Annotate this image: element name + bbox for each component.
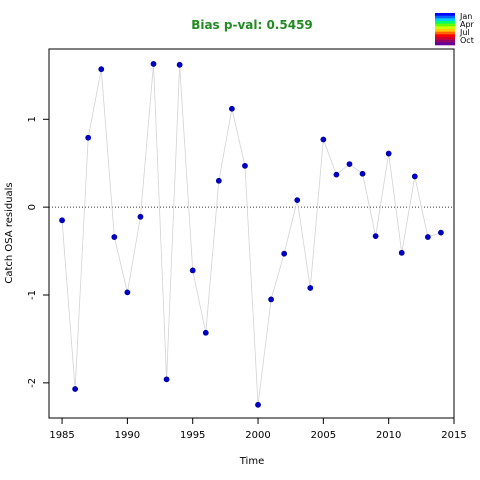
x-tick-label: 1995 (180, 430, 205, 441)
data-point (424, 234, 431, 240)
connector-segment (179, 64, 194, 271)
data-point (268, 296, 274, 303)
x-tick-label: 2005 (311, 430, 336, 441)
data-point (189, 267, 196, 274)
connector-lines (61, 63, 442, 405)
data-point (59, 217, 65, 224)
connector-segment (375, 153, 390, 237)
x-tick-label: 2010 (376, 430, 401, 441)
connector-segment (61, 220, 76, 390)
legend-swatch (435, 37, 455, 40)
data-point (98, 66, 105, 73)
data-point (281, 250, 288, 257)
legend-label: Jul (459, 28, 470, 37)
legend-swatch (435, 39, 455, 43)
legend-swatch (435, 29, 455, 32)
connector-segment (296, 200, 311, 289)
connector-segment (153, 63, 167, 380)
y-tick-label: -2 (27, 378, 38, 388)
data-point (359, 170, 366, 177)
connector-segment (231, 108, 246, 166)
connector-segment (362, 173, 377, 237)
data-point (111, 234, 118, 240)
connector-segment (388, 153, 403, 253)
connector-segment (244, 165, 259, 405)
data-point (333, 171, 340, 178)
connector-segment (257, 299, 272, 405)
data-point (72, 386, 79, 392)
connector-segment (270, 253, 285, 300)
data-points (59, 61, 444, 408)
x-axis: 1985 1990 1995 2000 2005 2010 2015 (49, 418, 467, 441)
connector-segment (126, 216, 141, 293)
data-point (150, 61, 157, 67)
connector-segment (283, 200, 298, 254)
connector-segment (218, 108, 233, 181)
y-axis: -2 -1 0 1 (27, 116, 49, 388)
legend-label: Oct (460, 36, 474, 45)
data-point (307, 285, 314, 291)
data-point (411, 173, 418, 180)
legend-swatch (435, 34, 455, 38)
x-tick-label: 1990 (115, 430, 140, 441)
legend-swatch (435, 13, 455, 16)
plot-frame (48, 48, 455, 419)
legend-swatch (435, 42, 455, 46)
legend-swatch (435, 18, 455, 22)
data-point (163, 376, 170, 383)
connector-segment (140, 63, 154, 217)
data-point (372, 233, 379, 240)
data-point (137, 213, 144, 220)
legend-swatch (435, 23, 455, 27)
connector-segment (205, 180, 220, 333)
legend-swatch (435, 21, 455, 24)
connector-segment (100, 69, 115, 238)
data-point (85, 134, 92, 141)
legend-label: Jan (459, 12, 472, 21)
chart-title: Bias p-val: 0.5459 (191, 18, 313, 32)
data-point (255, 401, 261, 408)
connector-segment (322, 139, 337, 175)
data-point (202, 329, 209, 336)
legend-swatch (435, 31, 455, 35)
connector-segment (74, 137, 89, 390)
data-point (320, 136, 327, 143)
y-tick-label: -1 (27, 290, 38, 300)
connector-segment (414, 176, 429, 238)
data-point (385, 150, 392, 157)
connector-segment (166, 64, 181, 380)
connector-segment (87, 69, 102, 138)
data-point (124, 289, 131, 296)
data-point (229, 105, 235, 112)
y-tick-label: 1 (27, 116, 38, 122)
x-axis-title: Time (239, 456, 264, 467)
data-point (438, 229, 444, 236)
x-tick-label: 1985 (49, 430, 74, 441)
connector-segment (309, 139, 324, 289)
data-point (215, 177, 222, 184)
data-point (176, 61, 183, 68)
data-point (242, 162, 248, 169)
connector-segment (401, 176, 416, 253)
connector-segment (113, 236, 128, 293)
connector-segment (192, 270, 207, 333)
legend-label: Apr (460, 20, 475, 29)
legend-color-bar (435, 13, 455, 46)
x-tick-label: 2015 (441, 430, 466, 441)
x-tick-label: 2000 (245, 430, 270, 441)
data-point (346, 161, 353, 167)
legend-swatch (435, 26, 455, 30)
data-point (294, 197, 301, 204)
y-tick-label: 0 (27, 204, 38, 210)
legend-swatch (435, 15, 455, 19)
data-point (398, 249, 405, 256)
y-axis-title: Catch OSA residuals (4, 182, 15, 283)
